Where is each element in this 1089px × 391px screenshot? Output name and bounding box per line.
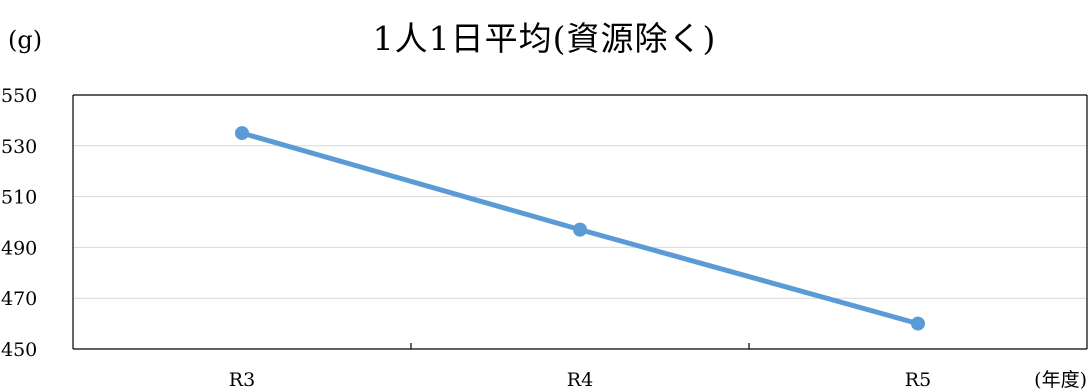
data-point-R4	[573, 222, 587, 237]
x-tick-label-R4: R4	[567, 369, 593, 391]
data-point-R3	[235, 126, 249, 141]
x-axis-unit-label: (年度)	[1034, 369, 1087, 391]
data-point-R5	[911, 316, 925, 331]
y-tick-label-470: 470	[1, 288, 37, 310]
y-tick-label-490: 490	[1, 237, 37, 259]
chart-title: 1人1日平均(資源除く)	[372, 19, 717, 58]
y-tick-label-510: 510	[1, 187, 37, 209]
series-0-segment-1	[577, 227, 921, 327]
tick-labels: 450 470 490 510 530 550 R3 R4 R5 (年度)	[1, 85, 1087, 391]
y-axis-unit-label: (g)	[8, 26, 43, 54]
series-layer	[235, 126, 925, 331]
x-tick-label-R3: R3	[229, 369, 255, 391]
y-tick-label-530: 530	[1, 136, 37, 158]
y-tick-label-450: 450	[1, 339, 37, 361]
axes	[72, 94, 1088, 350]
gridlines	[73, 145, 1087, 299]
y-tick-label-550: 550	[1, 85, 37, 107]
x-tick-label-R5: R5	[905, 369, 931, 391]
series-0-segment-0	[239, 130, 583, 233]
